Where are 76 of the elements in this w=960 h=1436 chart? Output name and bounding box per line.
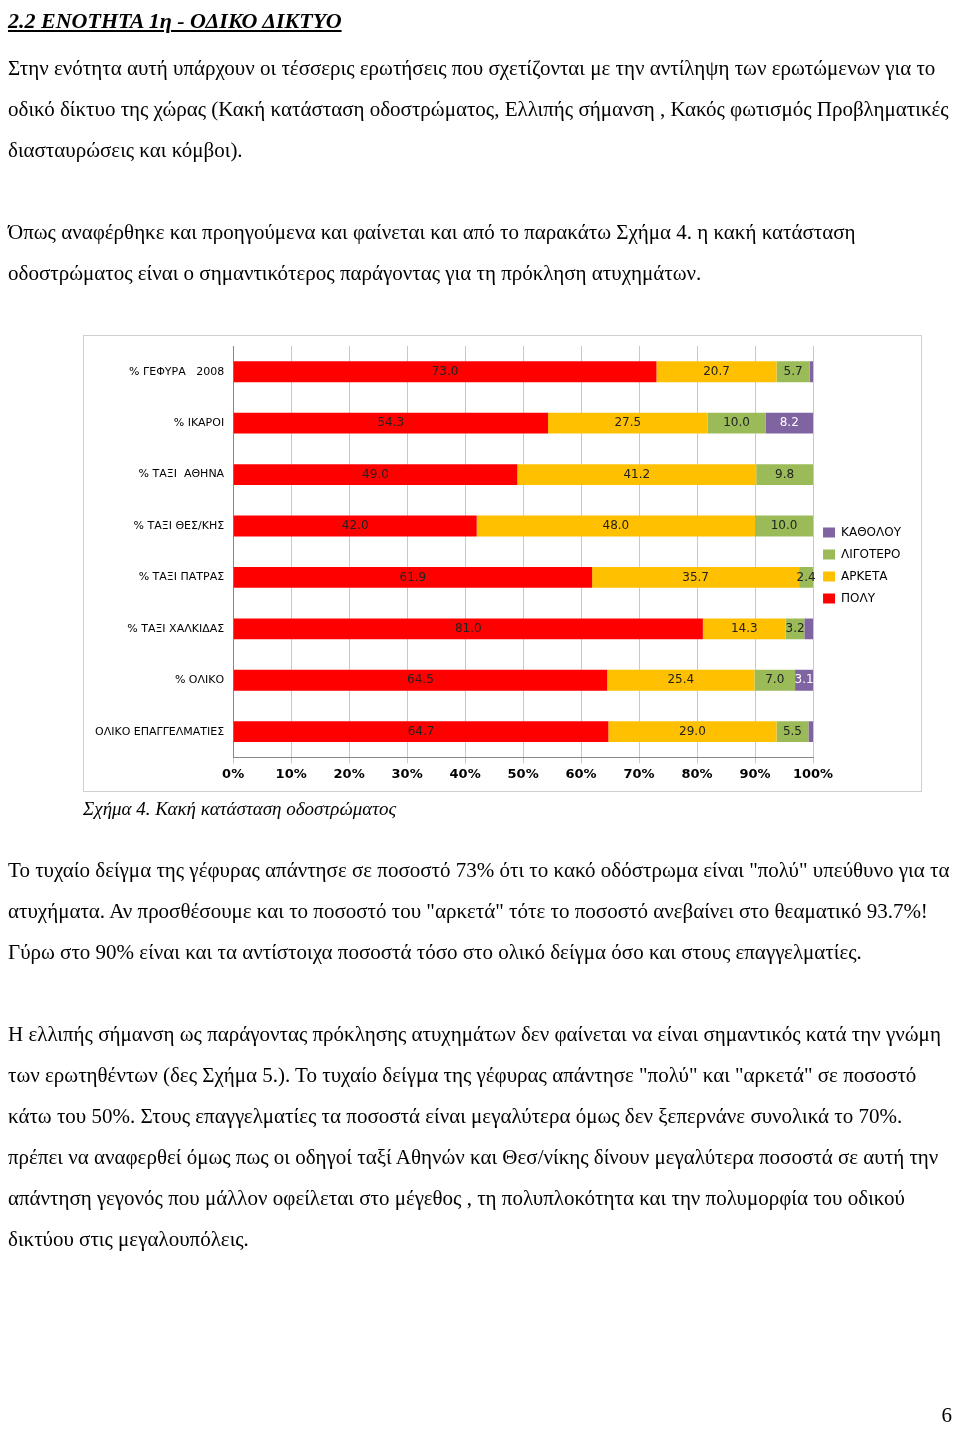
data-label: 64.7 xyxy=(407,723,435,738)
data-label: 20.7 xyxy=(703,363,730,378)
data-label: 73.0 xyxy=(431,363,459,378)
bar xyxy=(233,721,609,743)
x-tick-label: 30% xyxy=(391,765,423,781)
x-tick-label: 50% xyxy=(507,765,539,781)
data-label: 64.5 xyxy=(407,672,434,687)
x-tick-label: 80% xyxy=(681,765,713,781)
bar xyxy=(656,361,777,383)
text: Η ελλιπής σήμανση ως παράγοντας πρόκλησης ατυχημάτων δεν φαίνεται να είναι σημαντικός κατά την γνώμη των ερωτηθέντων (δες Σχήμα 5.). Το τυχαίο δείγμα της γέφυρας απάντησε "πολύ" και "αρκετά" σε ποσοστό κάτω του 50%. Στους επαγγελματίες τα ποσοστά είναι μεγαλύτερα όμως δεν ξεπερνάνε συνολικά το 70%. πρέπει να αναφερθεί όμως πως οι οδηγοί ταξί Αθηνών και Θεσ/νίκης δίνουν μεγαλύτερα ποσοστά σε αυτή την απάντηση γεγονός που μάλλον οφείλεται στο μέγεθος , τη πολυπλοκότητα και την πολυμορφία του οδικού δικτύου στις μεγαλουπόλεις. xyxy=(8,1021,942,1253)
legend-label: ΑΡΚΕΤΑ xyxy=(841,568,889,583)
bar xyxy=(233,412,549,434)
data-label: 61.9 xyxy=(399,569,427,584)
data-label: 35.7 xyxy=(682,569,709,584)
bar xyxy=(476,515,756,537)
data-label: 29.0 xyxy=(679,723,706,738)
text: Στην ενότητα αυτή υπάρχουν οι τέσσερις ερωτήσεις που σχετίζονται με την αντίληψη των ερωτώμενων για το οδικό δίκτυο της χώρας (Κακή κατάσταση οδοστρώματος, Ελλιπής σήμανση , Κακός φωτισμός Προβληματικές διασταυρώσεις και κόμβοι). xyxy=(8,55,950,164)
legend-label: ΠΟΛΥ xyxy=(841,590,876,605)
x-tick-label: 100% xyxy=(792,765,834,781)
y-tick-label: % ΓΕΦΥΡΑ 2008 xyxy=(129,364,225,378)
bar xyxy=(548,412,708,434)
bar xyxy=(233,361,657,383)
bar xyxy=(754,669,796,691)
x-tick-label: 20% xyxy=(333,765,365,781)
text: 6 xyxy=(941,1403,952,1428)
bar xyxy=(804,618,814,640)
y-tick-label: ΟΛΙΚΟ ΕΠΑΓΓΕΛΜΑΤΙΕΣ xyxy=(95,724,225,738)
data-label: 81.0 xyxy=(454,620,482,635)
text: Το τυχαίο δείγμα της γέφυρας απάντησε σε ποσοστό 73% ότι το κακό οδόστρωμα είναι "πολύ" υπεύθυνο για τα ατυχήματα. Αν προσθέσουμε και το ποσοστό του "αρκετά" τότε το ποσοστό ανεβαίνει στο θεαματικό 93.7%! Γύρω στο 90% είναι και τα αντίστοιχα ποσοστά τόσο στο ολικό δείγμα όσο και στους επαγγελματίες. xyxy=(8,857,951,966)
x-tick-label: 90% xyxy=(739,765,771,781)
data-label: 54.3 xyxy=(377,415,405,430)
data-label: 8.2 xyxy=(779,415,799,430)
data-label: 10.0 xyxy=(770,518,798,533)
bar xyxy=(233,464,518,485)
data-label: 7.0 xyxy=(765,672,785,687)
text: Σχήμα 4. Κακή κατάσταση οδοστρώματος xyxy=(83,798,398,820)
y-tick-label: % ΙΚΑΡΟΙ xyxy=(173,416,225,429)
x-tick-label: 40% xyxy=(449,765,481,781)
data-label: 27.5 xyxy=(614,415,642,430)
data-label: 5.7 xyxy=(783,363,803,378)
x-tick-label: 60% xyxy=(565,765,597,781)
bar xyxy=(776,361,810,383)
data-label: 10.0 xyxy=(723,415,750,430)
bar xyxy=(233,567,593,588)
bar xyxy=(702,618,786,640)
bar xyxy=(233,669,608,691)
y-tick-label: % ΤΑΞΙ ΑΘΗΝΑ xyxy=(138,467,225,481)
bar xyxy=(608,721,777,743)
y-tick-label: % ΤΑΞΙ ΘΕΣ/ΚΗΣ xyxy=(133,518,225,532)
data-label: 48.0 xyxy=(602,518,630,533)
bar xyxy=(517,464,757,485)
x-tick-label: 0% xyxy=(222,765,245,781)
y-tick-label: % ΤΑΞΙ ΠΑΤΡΑΣ xyxy=(138,570,225,584)
bar xyxy=(607,669,755,691)
bar xyxy=(808,721,814,743)
text: Όπως αναφέρθηκε και προηγούμενα και φαίνεται και από το παρακάτω Σχήμα 4. η κακή κατάσταση οδοστρώματος είναι ο σημαντικότερος παράγοντας για τη πρόκληση ατυχημάτων. xyxy=(8,219,857,287)
bar xyxy=(233,515,477,537)
x-tick-label: 10% xyxy=(275,765,307,781)
data-label: 41.2 xyxy=(623,466,651,481)
data-label: 42.0 xyxy=(341,518,369,533)
bar xyxy=(233,618,703,640)
data-label: 25.4 xyxy=(667,672,695,687)
legend-label: ΚΑΘΟΛΟΥ xyxy=(841,524,902,539)
data-label: 49.0 xyxy=(362,466,389,481)
data-label: 3.2 xyxy=(785,620,805,635)
y-tick-label: % ΟΛΙΚΟ xyxy=(174,673,225,687)
legend-label: ΛΙΓΟΤΕΡΟ xyxy=(841,546,901,561)
data-label: 3.1 xyxy=(794,672,814,687)
data-label: 9.8 xyxy=(775,466,795,481)
data-label: 5.5 xyxy=(782,723,803,738)
y-tick-label: % ΤΑΞΙ ΧΑΛΚΙΔΑΣ xyxy=(127,621,225,635)
bar xyxy=(765,412,814,434)
chart-title: 2.2 ΕΝΟΤΗΤΑ 1η - ΟΔΙΚΟ ΔΙΚΤΥΟ xyxy=(8,8,343,34)
data-label: 14.3 xyxy=(730,620,758,635)
x-tick-label: 70% xyxy=(623,765,655,781)
bar xyxy=(756,464,814,485)
